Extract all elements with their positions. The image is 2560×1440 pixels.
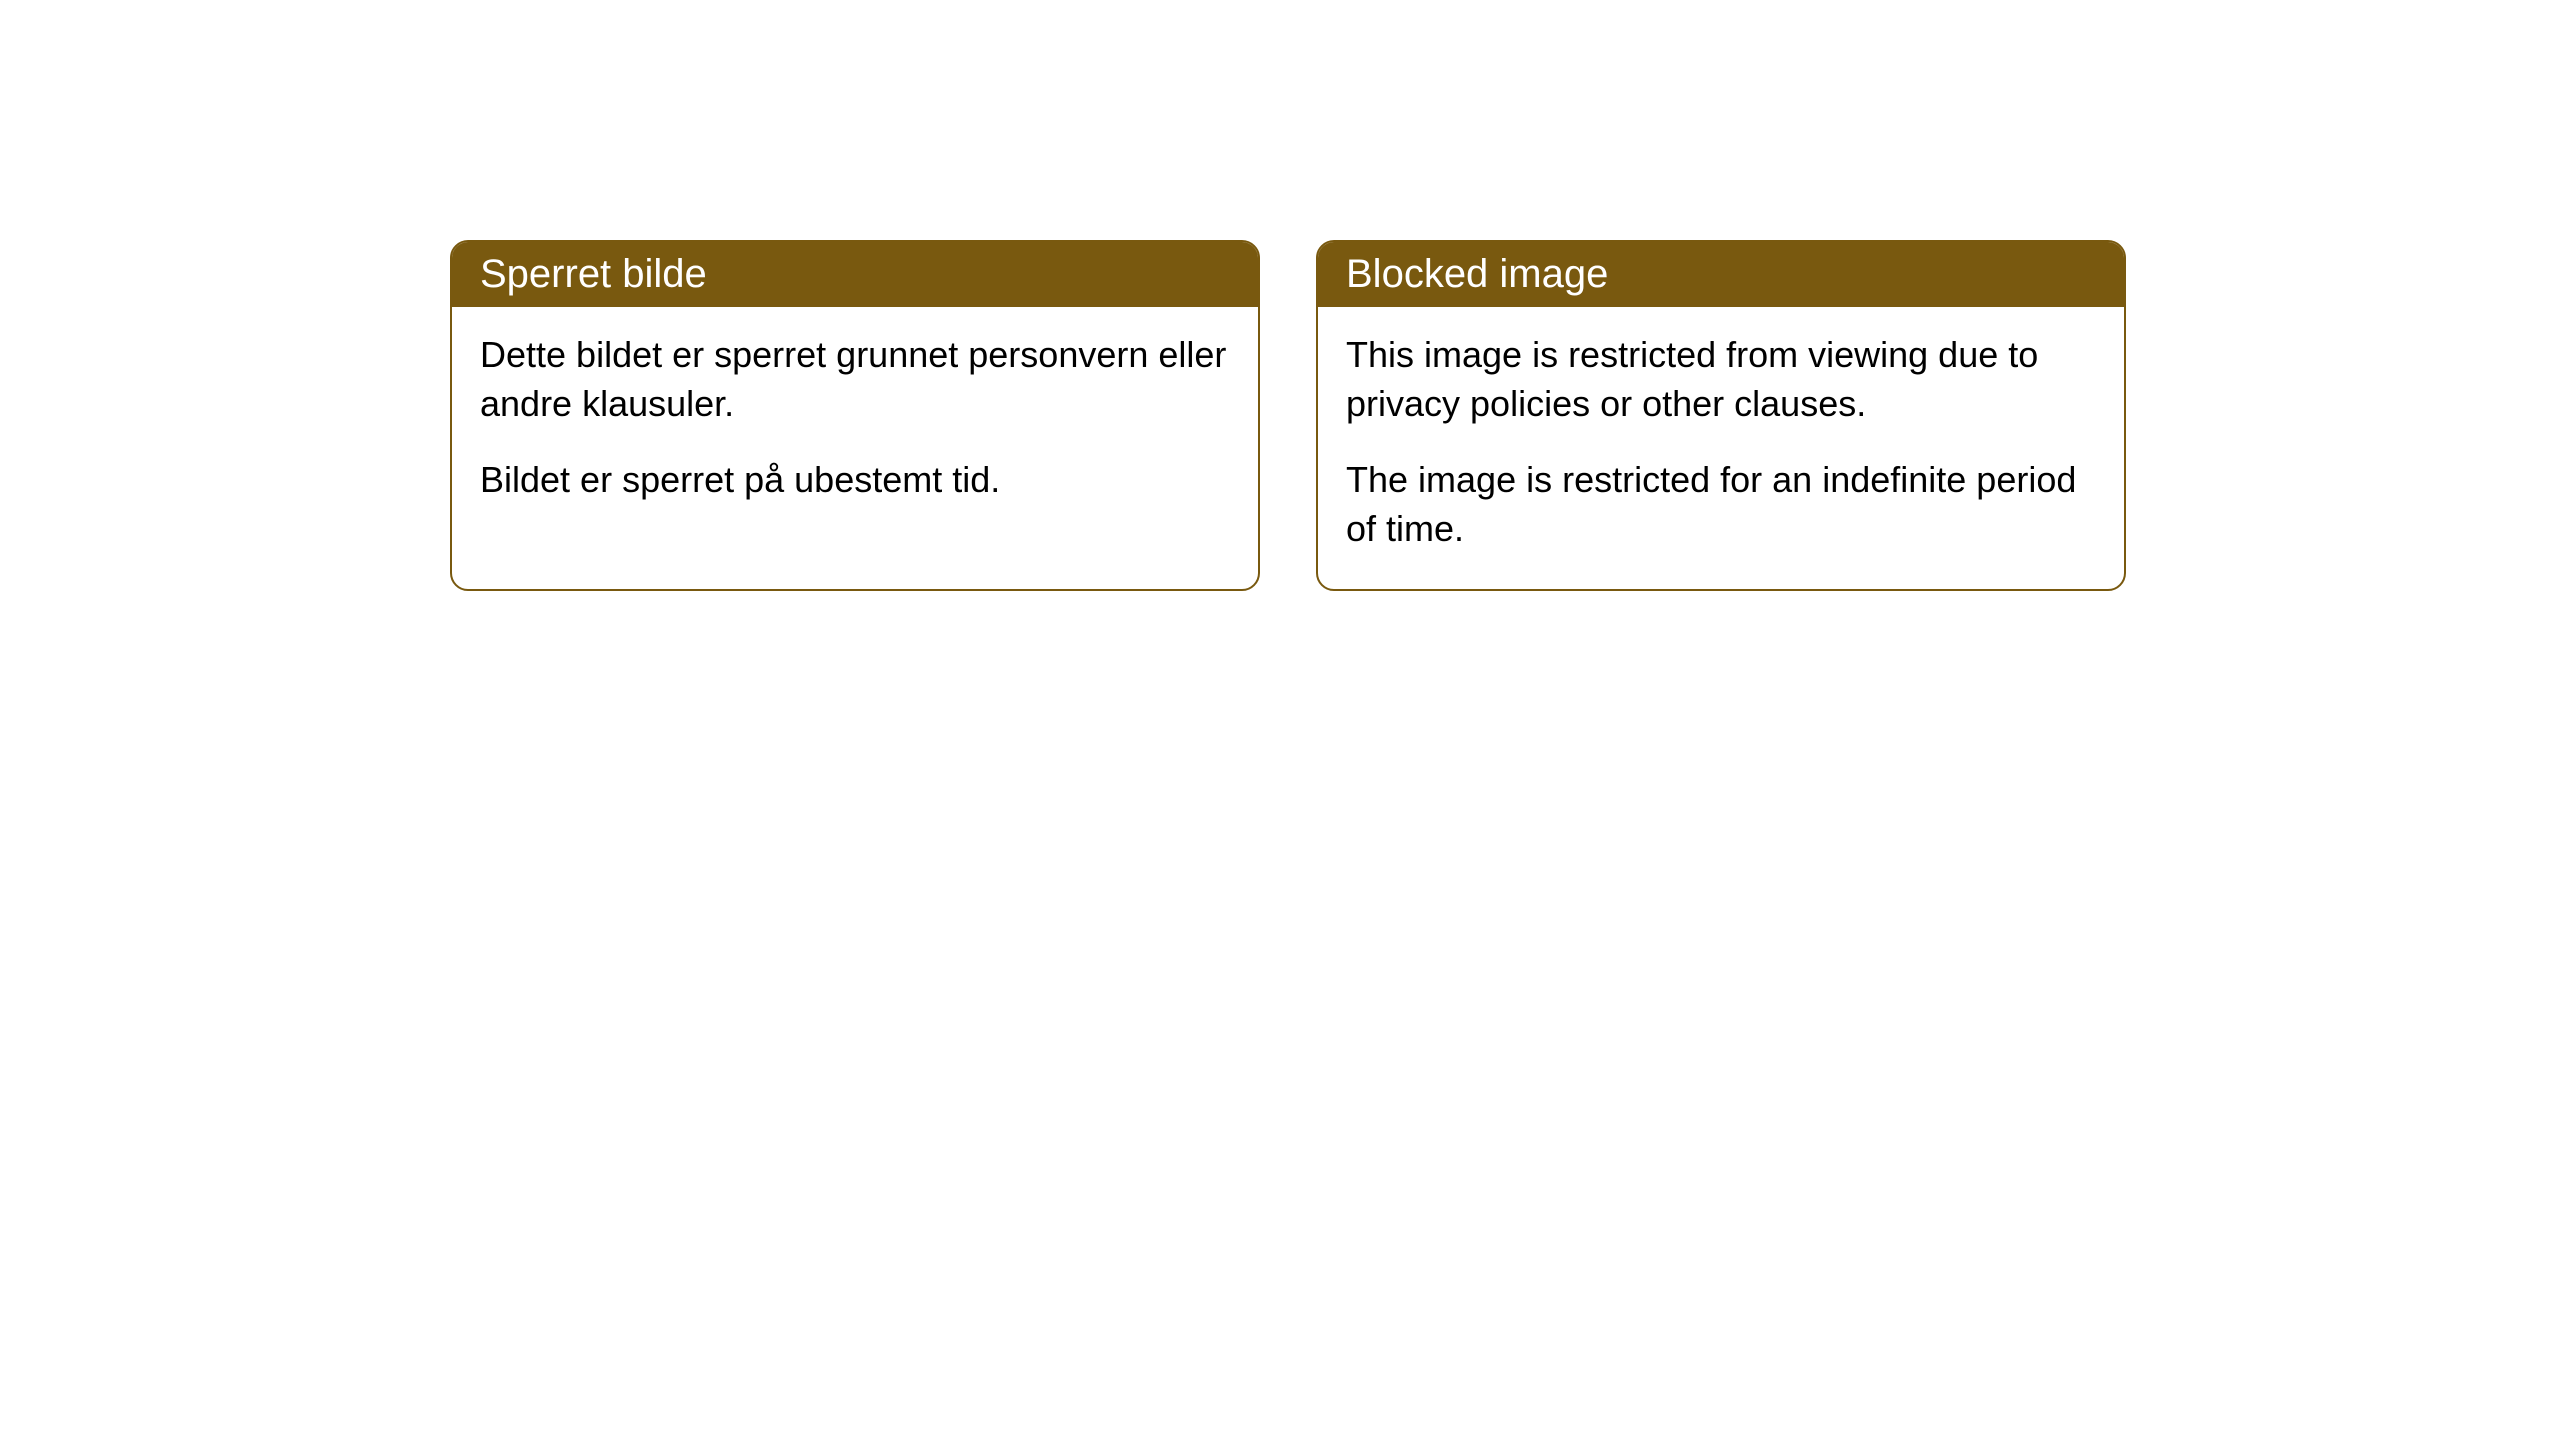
card-text-line2: Bildet er sperret på ubestemt tid. bbox=[480, 456, 1230, 505]
card-text-line2: The image is restricted for an indefinit… bbox=[1346, 456, 2096, 553]
card-header: Sperret bilde bbox=[452, 242, 1258, 307]
card-header: Blocked image bbox=[1318, 242, 2124, 307]
notice-cards-container: Sperret bilde Dette bildet er sperret gr… bbox=[450, 240, 2126, 591]
notice-card-english: Blocked image This image is restricted f… bbox=[1316, 240, 2126, 591]
card-text-line1: Dette bildet er sperret grunnet personve… bbox=[480, 331, 1230, 428]
card-body: Dette bildet er sperret grunnet personve… bbox=[452, 307, 1258, 541]
card-body: This image is restricted from viewing du… bbox=[1318, 307, 2124, 589]
card-text-line1: This image is restricted from viewing du… bbox=[1346, 331, 2096, 428]
notice-card-norwegian: Sperret bilde Dette bildet er sperret gr… bbox=[450, 240, 1260, 591]
